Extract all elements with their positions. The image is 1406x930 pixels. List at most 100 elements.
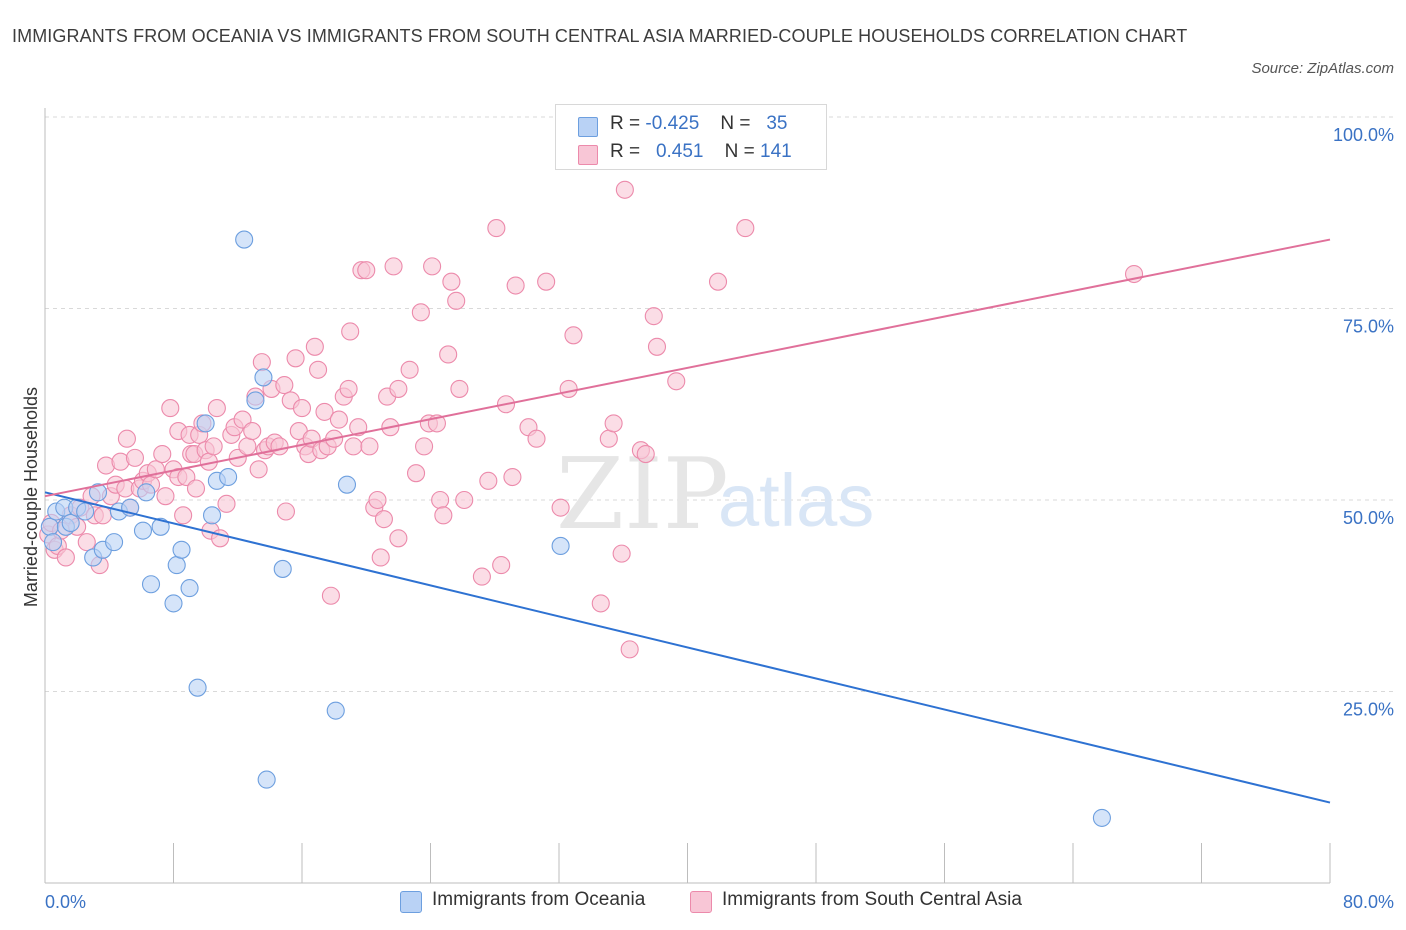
sca-point (384, 257, 403, 276)
sca-point (599, 429, 618, 448)
oceania-point (1092, 808, 1111, 827)
sca-point (439, 345, 458, 364)
sca-point (56, 548, 75, 567)
x-tick-label-max: 80.0% (1343, 892, 1394, 912)
oceania-point (88, 483, 108, 502)
sca-point (647, 337, 667, 356)
oceania-point (61, 513, 80, 533)
oceania-point (246, 391, 265, 410)
sca-point (472, 567, 491, 586)
legend-swatch-oceania (578, 117, 598, 137)
sca-point (450, 379, 469, 398)
sca-point (217, 494, 236, 513)
y-tick-label: 100.0% (1333, 125, 1394, 145)
source-label: Source: ZipAtlas.com (1251, 60, 1394, 77)
legend-label-oceania: Immigrants from Oceania (432, 889, 646, 910)
oceania-point (40, 517, 59, 536)
oceania-point (196, 414, 215, 433)
sca-point (249, 460, 268, 479)
oceania-points (40, 230, 1111, 827)
watermark: ZIP atlas (556, 438, 874, 552)
sca-point (527, 429, 546, 448)
sca-point (117, 429, 136, 448)
sca-point (368, 490, 387, 510)
oceania-point (164, 594, 183, 613)
oceania-point (43, 533, 63, 552)
sca-point (243, 422, 262, 441)
sca-point (186, 479, 206, 498)
sca-point (636, 444, 655, 464)
sca-point (389, 529, 408, 548)
legend-n-value-oceania: 35 (766, 113, 788, 134)
sca-point (667, 372, 686, 391)
sca-point (406, 464, 426, 483)
sca-point (174, 506, 193, 525)
sca-point (487, 219, 506, 238)
legend-n-label: N = (724, 141, 755, 162)
oceania-point (151, 517, 170, 536)
sca-point (77, 533, 96, 552)
legend-r-label: R = (610, 113, 641, 134)
oceania-point (203, 506, 222, 525)
legend-n-label: N = (720, 113, 751, 134)
sca-points (39, 180, 1144, 659)
sca-point (615, 180, 634, 199)
sca-point (339, 379, 358, 398)
sca-point (423, 257, 442, 276)
sca-point (506, 276, 525, 295)
sca-point (559, 379, 578, 398)
sca-point (479, 471, 498, 490)
sca-point (708, 272, 728, 291)
sca-point (341, 322, 360, 341)
sca-point (275, 376, 294, 395)
trend-line-oceania (44, 491, 1331, 804)
legend-swatch-oceania (400, 891, 422, 913)
oceania-point (133, 521, 153, 540)
oceania-point (167, 556, 186, 575)
sca-point (434, 506, 453, 525)
oceania-point (326, 701, 345, 720)
oceania-point (219, 467, 238, 487)
sca-point (238, 437, 257, 456)
sca-point (125, 448, 144, 467)
sca-point (360, 437, 379, 456)
oceania-point (337, 475, 357, 494)
oceania-point (137, 483, 156, 502)
sca-point (644, 307, 663, 326)
sca-point (455, 490, 474, 510)
sca-point (305, 337, 324, 356)
oceania-point (105, 533, 124, 552)
oceania-point (235, 230, 254, 249)
sca-point (349, 418, 368, 437)
sca-point (204, 437, 223, 456)
stats-legend: R = -0.425 N = 35 R = 0.451 N = 141 (555, 104, 827, 170)
sca-point (276, 502, 295, 521)
y-tick-label: 75.0% (1343, 317, 1394, 337)
sca-point (442, 272, 461, 291)
sca-point (161, 399, 180, 418)
sca-point (270, 437, 289, 456)
sca-point (252, 353, 271, 372)
oceania-point (76, 502, 95, 521)
sca-point (537, 272, 556, 291)
watermark-atlas: atlas (718, 459, 874, 542)
sca-point (329, 410, 348, 429)
trend-lines (44, 238, 1331, 804)
legend-label-sca: Immigrants from South Central Asia (722, 889, 1022, 910)
y-tick-label: 50.0% (1343, 508, 1394, 528)
sca-point (371, 548, 390, 567)
sca-point (736, 219, 755, 238)
sca-point (415, 437, 434, 456)
sca-point (389, 379, 408, 398)
legend-r-value-sca: 0.451 (655, 141, 704, 162)
sca-point (156, 487, 175, 506)
sca-point (411, 303, 430, 322)
oceania-point (257, 770, 276, 789)
sca-point (315, 402, 334, 421)
sca-point (286, 349, 305, 368)
sca-point (400, 360, 419, 379)
legend-r-label: R = (610, 141, 641, 162)
y-tick-label: 25.0% (1343, 700, 1394, 720)
trend-line-sca (44, 238, 1331, 498)
